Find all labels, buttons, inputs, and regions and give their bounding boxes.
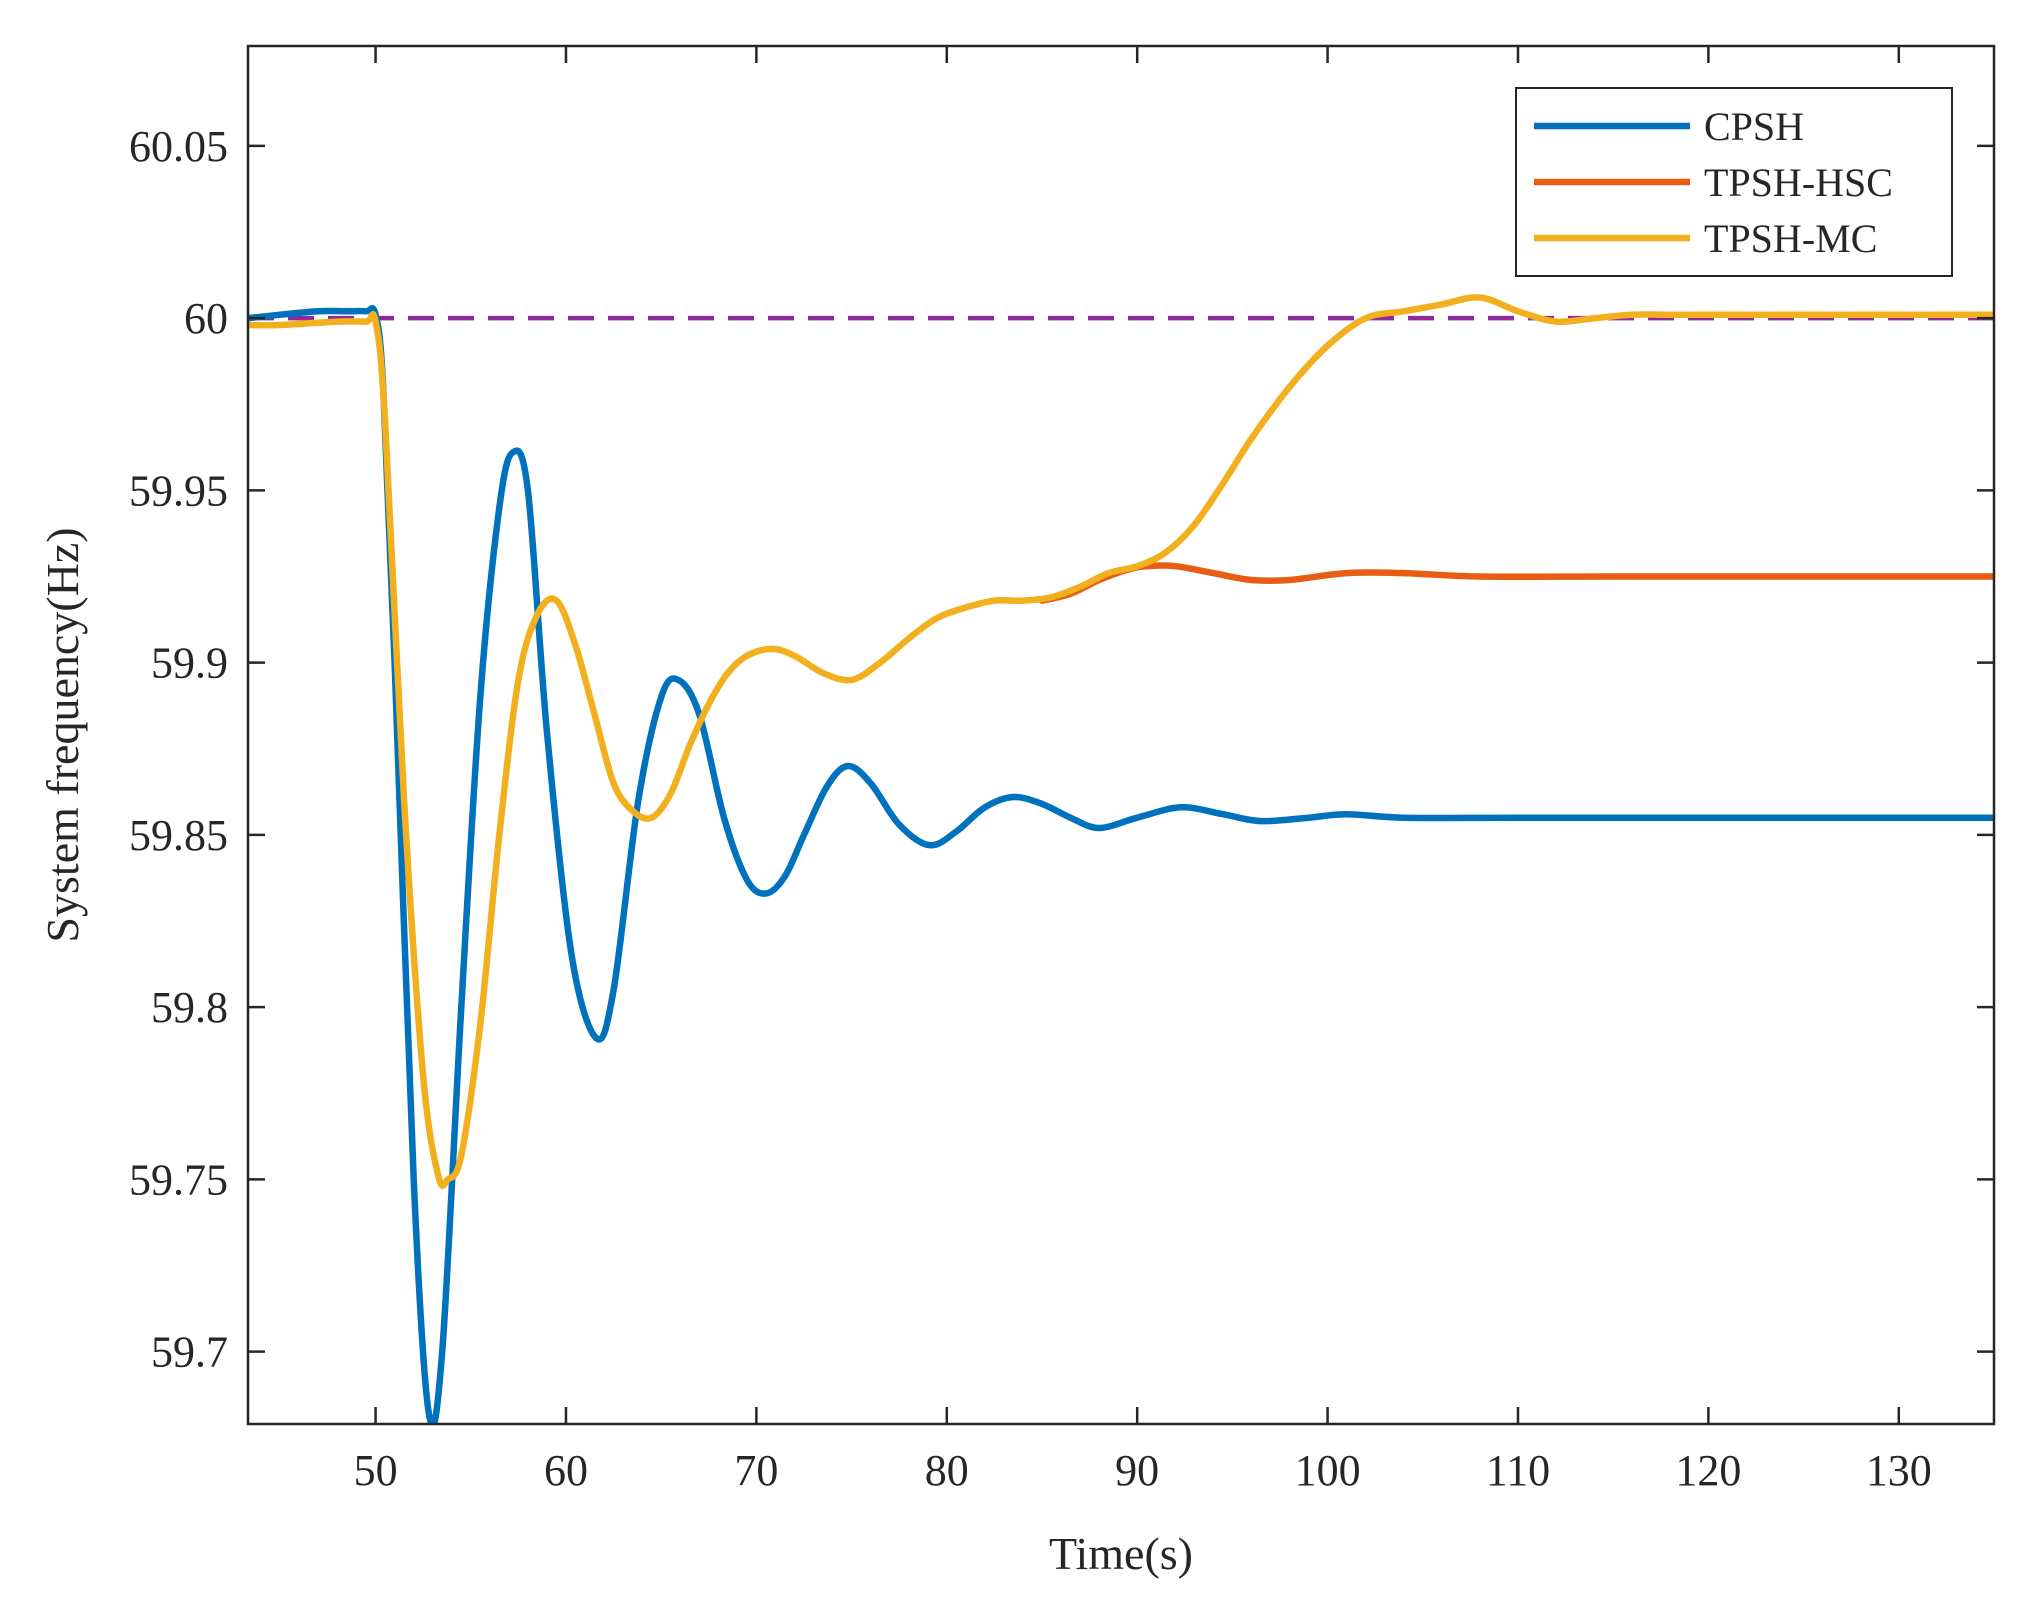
- tick-label-layer: 50 60 70 80 90 100 110 120 130 59.7 59.75 59.8 59.85…: [129, 122, 1932, 1495]
- y-tick-label: 60.05: [129, 122, 228, 171]
- y-tick-label: 60: [184, 294, 228, 343]
- x-tick-label: 130: [1866, 1446, 1932, 1495]
- x-tick-label: 80: [925, 1446, 969, 1495]
- y-tick-label: 59.8: [151, 983, 228, 1032]
- legend: CPSH TPSH-HSC TPSH-MC: [1515, 87, 1953, 277]
- legend-label-tpsh-mc: TPSH-MC: [1704, 216, 1877, 261]
- y-tick-label: 59.9: [151, 639, 228, 688]
- y-tick-label: 59.7: [151, 1328, 228, 1377]
- y-tick-label: 59.75: [129, 1155, 228, 1204]
- x-tick-label: 60: [544, 1446, 588, 1495]
- x-tick-label: 100: [1295, 1446, 1361, 1495]
- x-tick-label: 120: [1675, 1446, 1741, 1495]
- legend-label-cpsh: CPSH: [1704, 104, 1804, 149]
- x-tick-label: 110: [1486, 1446, 1550, 1495]
- series-line-cpsh: [248, 304, 1994, 1424]
- x-tick-label: 90: [1115, 1446, 1159, 1495]
- x-axis-title: Time(s): [1049, 1528, 1193, 1579]
- series-line-tpsh-mc: [248, 294, 1994, 1189]
- tick-layer: [248, 46, 1994, 1424]
- y-axis-title: System frequency(Hz): [37, 527, 88, 942]
- series-layer: [248, 294, 1994, 1424]
- legend-label-tpsh-hsc: TPSH-HSC: [1704, 160, 1893, 205]
- x-tick-label: 70: [734, 1446, 778, 1495]
- y-tick-label: 59.95: [129, 466, 228, 515]
- x-tick-label: 50: [354, 1446, 398, 1495]
- plot-frame: [246, 44, 1996, 1426]
- y-tick-label: 59.85: [129, 811, 228, 860]
